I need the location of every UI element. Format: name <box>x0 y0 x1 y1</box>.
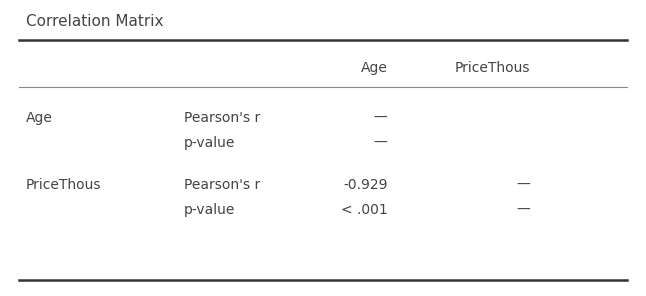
Text: -0.929: -0.929 <box>343 178 388 192</box>
Text: p-value: p-value <box>184 136 236 150</box>
Text: < .001: < .001 <box>341 203 388 217</box>
Text: —: — <box>516 203 530 217</box>
Text: Correlation Matrix: Correlation Matrix <box>26 15 163 30</box>
Text: Age: Age <box>360 61 388 75</box>
Text: p-value: p-value <box>184 203 236 217</box>
Text: —: — <box>374 136 388 150</box>
Text: —: — <box>374 111 388 125</box>
Text: PriceThous: PriceThous <box>454 61 530 75</box>
Text: PriceThous: PriceThous <box>26 178 101 192</box>
Text: Pearson's r: Pearson's r <box>184 178 260 192</box>
Text: Pearson's r: Pearson's r <box>184 111 260 125</box>
Text: —: — <box>516 178 530 192</box>
Text: Age: Age <box>26 111 53 125</box>
